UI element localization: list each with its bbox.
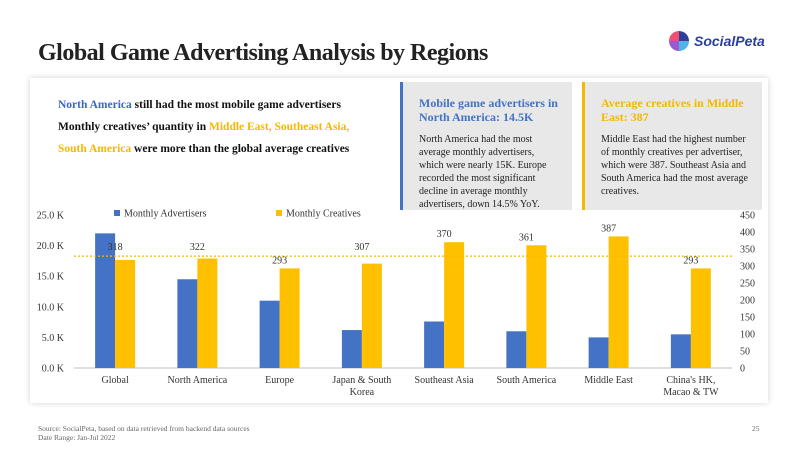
y-right-tick-label: 300 — [740, 262, 755, 273]
bar-monthly-advertisers — [95, 233, 116, 368]
advertisers-card: Mobile game advertisers in North America… — [400, 82, 572, 210]
data-label-creatives: 293 — [683, 255, 698, 266]
legend-label-monthly-creatives: Monthly Creatives — [286, 209, 361, 220]
bar-monthly-creatives — [444, 242, 465, 368]
y-right-tick-label: 250 — [740, 279, 755, 290]
bar-monthly-creatives — [361, 263, 382, 368]
source-note: Source: SocialPeta, based on data retrie… — [38, 424, 250, 442]
bar-monthly-advertisers — [588, 337, 609, 368]
data-label-creatives: 307 — [354, 242, 369, 253]
creatives-card-body: Middle East had the highest number of mo… — [601, 133, 748, 197]
y-right-tick-label: 450 — [740, 211, 755, 222]
logo-text: SocialPeta — [694, 33, 765, 49]
page-title: Global Game Advertising Analysis by Regi… — [38, 40, 488, 66]
data-label-creatives: 322 — [190, 242, 205, 253]
bar-monthly-creatives — [197, 258, 218, 368]
advertisers-card-body: North America had the most average month… — [419, 133, 547, 210]
bar-monthly-advertisers — [259, 300, 280, 368]
bar-monthly-creatives — [690, 268, 711, 368]
bar-monthly-advertisers — [424, 321, 445, 368]
bar-monthly-advertisers — [177, 279, 198, 368]
data-label-creatives: 370 — [437, 229, 452, 240]
x-category-label: Europe — [265, 375, 294, 386]
data-label-creatives: 361 — [519, 232, 534, 243]
data-label-creatives: 293 — [272, 255, 287, 266]
legend-swatch-monthly-advertisers — [114, 210, 120, 216]
bar-monthly-advertisers — [506, 331, 527, 368]
socialpeta-logo-icon — [669, 31, 689, 51]
bar-monthly-creatives — [115, 259, 136, 368]
legend-label-monthly-advertisers: Monthly Advertisers — [124, 209, 207, 220]
bar-monthly-creatives — [279, 268, 300, 368]
bar-monthly-creatives — [526, 245, 547, 368]
creatives-card: Average creatives in Middle East: 387 Mi… — [582, 82, 762, 210]
x-category-label: Global — [102, 375, 129, 386]
bar-monthly-advertisers — [670, 334, 691, 368]
creatives-card-title: Average creatives in Middle East: 387 — [601, 96, 744, 125]
brand-logo: SocialPeta — [668, 30, 765, 52]
x-category-label: North America — [168, 375, 228, 386]
x-category-label: Middle East — [584, 375, 633, 386]
x-category-label: Southeast Asia — [415, 375, 475, 386]
y-left-tick-label: 15.0 K — [37, 272, 65, 283]
x-category-label: Japan & South Korea — [332, 375, 391, 398]
y-left-tick-label: 25.0 K — [37, 211, 65, 222]
y-right-tick-label: 0 — [740, 364, 745, 375]
y-right-tick-label: 400 — [740, 228, 755, 239]
y-left-tick-label: 0.0 K — [42, 364, 65, 375]
y-left-tick-label: 10.0 K — [37, 302, 65, 313]
y-left-tick-label: 20.0 K — [37, 241, 65, 252]
y-right-tick-label: 350 — [740, 245, 755, 256]
y-right-tick-label: 100 — [740, 330, 755, 341]
bar-monthly-creatives — [608, 236, 629, 368]
data-label-creatives: 318 — [108, 242, 123, 253]
highlight-line-2: Monthly creatives’ quantity in Middle Ea… — [58, 121, 350, 133]
x-category-label: China's HK, Macao & TW — [663, 375, 719, 398]
y-right-tick-label: 200 — [740, 296, 755, 307]
advertisers-card-title: Mobile game advertisers in North America… — [419, 96, 558, 125]
legend-swatch-monthly-creatives — [276, 210, 282, 216]
region-bar-chart: 0.0 K 5.0 K 10.0 K 15.0 K 20.0 K 25.0 K 0 50 100… — [37, 209, 755, 399]
y-right-tick-label: 150 — [740, 313, 755, 324]
x-category-label: South America — [497, 375, 557, 386]
data-label-creatives: 387 — [601, 223, 616, 234]
bar-monthly-advertisers — [341, 330, 362, 368]
highlight-line-3: South America were more than the global … — [58, 143, 350, 155]
y-left-tick-label: 5.0 K — [42, 333, 65, 344]
page-number: 25 — [752, 424, 760, 433]
highlight-line-1: North America still had the most mobile … — [58, 99, 341, 111]
y-right-tick-label: 50 — [740, 347, 750, 358]
